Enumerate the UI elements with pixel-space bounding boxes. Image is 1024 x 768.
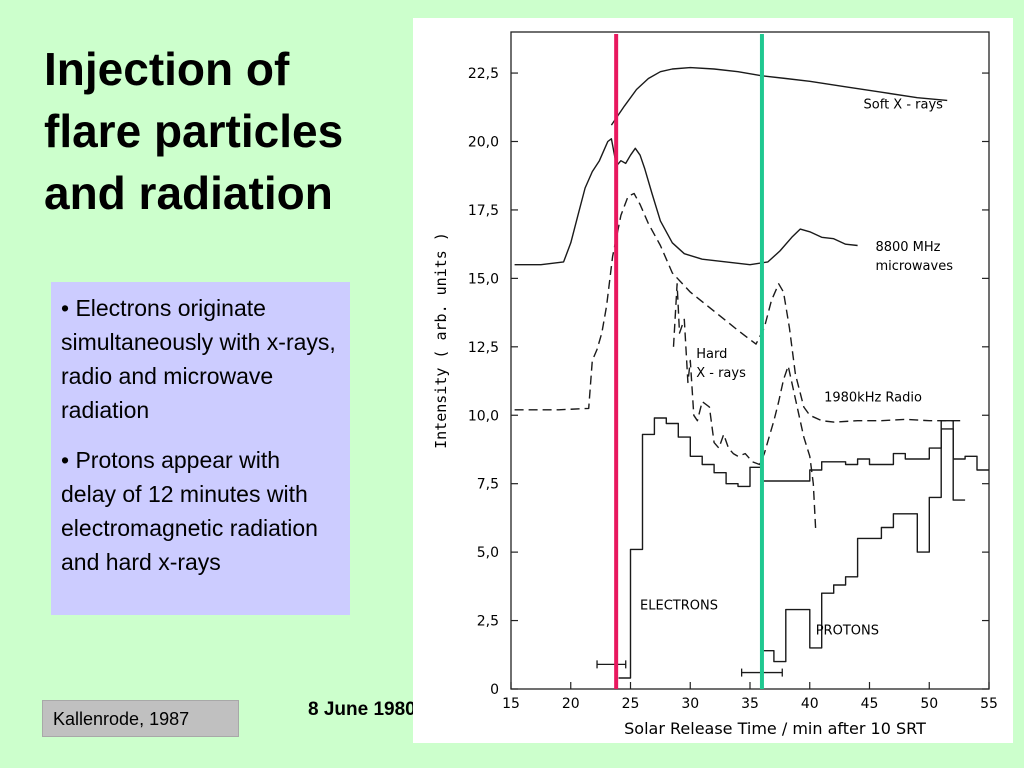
x-tick-label: 20 — [562, 696, 580, 712]
y-tick-label: 22,5 — [468, 66, 499, 82]
y-tick-label: 12,5 — [468, 340, 499, 356]
citation-box: Kallenrode, 1987 — [42, 700, 239, 737]
series-layer — [514, 66, 989, 679]
y-axis-ticks: 0 2,5 5,0 7,5 10,0 12,5 15,0 17,5 20,0 22,5 — [468, 66, 989, 698]
slide-title: Injection of flare particles and radiati… — [44, 38, 414, 224]
x-tick-label: 55 — [980, 696, 998, 712]
title-line-1: Injection of — [44, 43, 290, 95]
annotation-soft-x-rays: Soft X - rays — [864, 98, 944, 113]
x-tick-label: 50 — [920, 696, 938, 712]
error-bars — [596, 660, 783, 677]
annotation-x-rays: X - rays — [696, 366, 746, 381]
title-line-2: flare particles — [44, 105, 344, 157]
annotation-microwaves: microwaves — [875, 259, 953, 274]
annotation-electrons: ELECTRONS — [640, 599, 718, 614]
series-hard-x-rays — [672, 283, 817, 531]
x-axis-ticks: 15 20 25 30 35 40 45 50 55 — [502, 682, 998, 712]
x-tick-label: 35 — [741, 696, 759, 712]
y-tick-label: 5,0 — [477, 545, 499, 561]
x-tick-label: 25 — [622, 696, 640, 712]
y-axis-label: Intensity ( arb. units ) — [432, 232, 450, 449]
y-tick-label: 7,5 — [477, 477, 499, 493]
x-tick-label: 15 — [502, 696, 520, 712]
bullet-protons: • Protons appear with delay of 12 minute… — [61, 447, 318, 575]
vertical-markers — [614, 34, 764, 689]
annotation-8800-mhz: 8800 MHz — [875, 240, 940, 255]
series-protons — [762, 428, 966, 663]
annotation-protons: PROTONS — [816, 623, 879, 638]
annotations: Soft X - rays 8800 MHz microwaves Hard X - r… — [640, 98, 953, 639]
series-soft-x-rays — [610, 66, 948, 126]
x-tick-label: 40 — [801, 696, 819, 712]
figure-panel: 0 2,5 5,0 7,5 10,0 12,5 15,0 17,5 20,0 22,5 15 20 2… — [413, 18, 1013, 743]
series-1980khz-radio — [514, 192, 966, 423]
y-tick-label: 0 — [490, 682, 499, 698]
x-tick-label: 45 — [861, 696, 879, 712]
y-tick-label: 17,5 — [468, 203, 499, 219]
title-line-3: and radiation — [44, 167, 333, 219]
y-tick-label: 10,0 — [468, 408, 499, 424]
x-axis-label: Solar Release Time / min after 10 SRT — [624, 719, 926, 738]
y-tick-label: 2,5 — [477, 614, 499, 630]
event-date: 8 June 1980 — [308, 699, 416, 720]
annotation-hard: Hard — [696, 347, 727, 362]
y-tick-label: 20,0 — [468, 135, 499, 151]
annotation-1980khz-radio: 1980kHz Radio — [824, 391, 922, 406]
bullet-box: • Electrons originate simultaneously wit… — [51, 282, 350, 615]
x-tick-label: 30 — [681, 696, 699, 712]
series-8800-mhz-microwaves — [514, 138, 858, 266]
bullet-electrons: • Electrons originate simultaneously wit… — [61, 295, 336, 423]
intensity-chart: 0 2,5 5,0 7,5 10,0 12,5 15,0 17,5 20,0 22,5 15 20 2… — [432, 31, 998, 738]
y-tick-label: 15,0 — [468, 271, 499, 287]
plot-frame — [510, 31, 990, 690]
series-electrons — [618, 417, 989, 679]
plot-border — [510, 31, 990, 690]
